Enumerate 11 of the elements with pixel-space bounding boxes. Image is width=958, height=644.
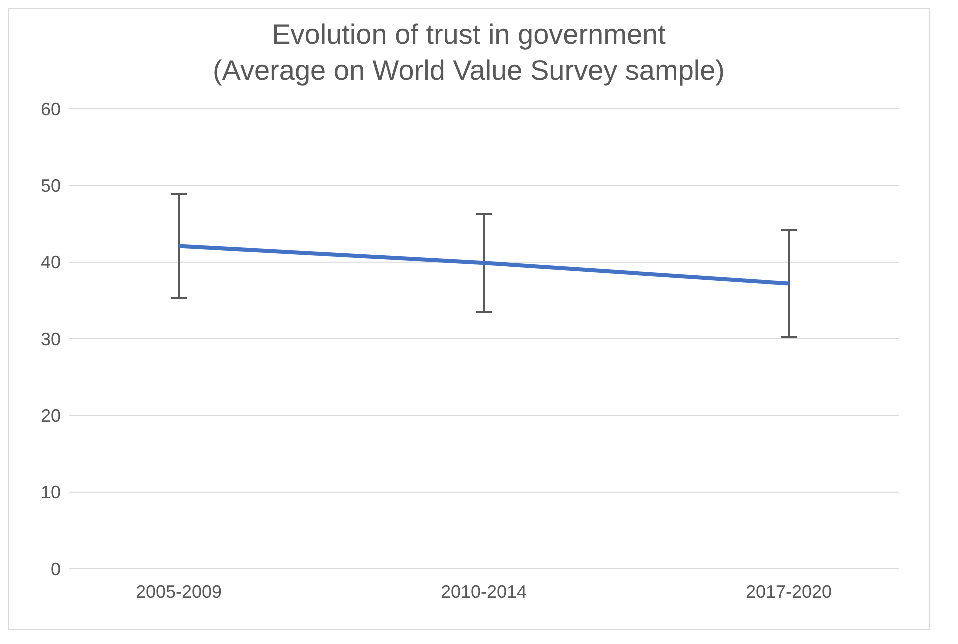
y-tick-label: 30: [40, 329, 61, 350]
x-tick-label: 2005-2009: [136, 582, 222, 602]
y-tick-label: 40: [40, 252, 61, 273]
y-tick-label: 20: [40, 406, 61, 426]
chart-title: Evolution of trust in government (Average on World Value Survey sample): [212, 18, 726, 88]
y-tick-label: 50: [40, 176, 61, 196]
y-tick-label: 0: [50, 559, 61, 580]
x-tick-label: 2010-2014: [440, 582, 528, 602]
x-tick-label: 2017-2020: [746, 582, 832, 602]
y-tick-label: 60: [40, 99, 61, 120]
y-tick-label: 10: [40, 482, 61, 503]
